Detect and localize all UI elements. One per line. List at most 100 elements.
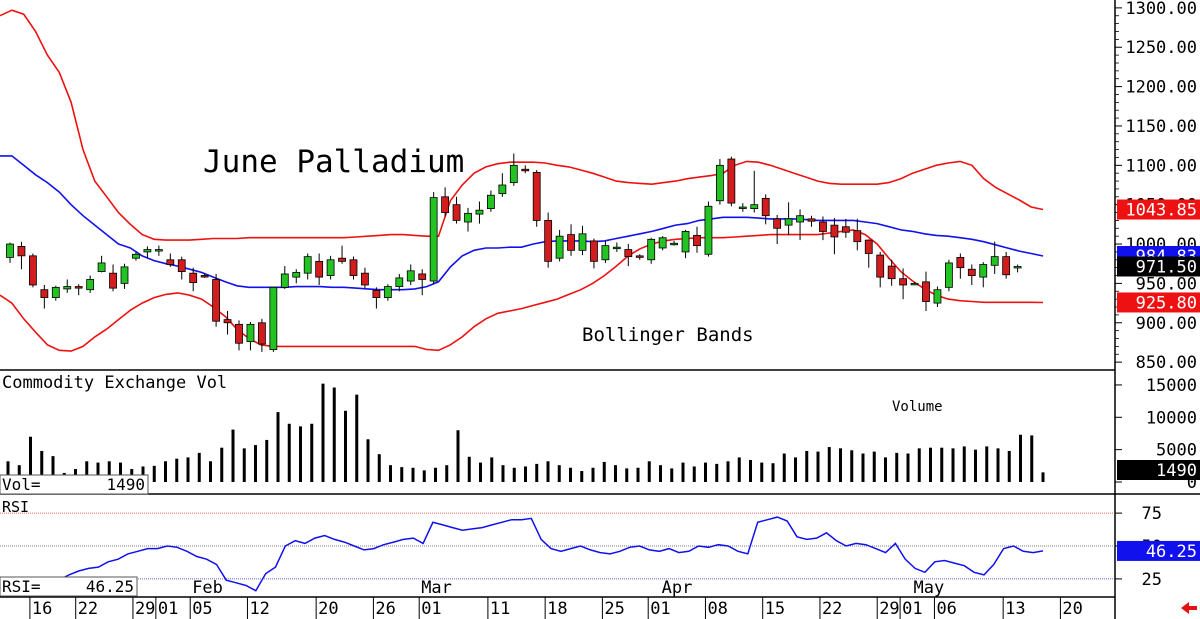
volume-bar: [164, 461, 167, 482]
candle-body: [853, 230, 862, 243]
candle-body: [601, 245, 610, 261]
candle-body: [750, 204, 759, 210]
volume-bar: [816, 451, 820, 482]
x-tick-label: 29: [135, 599, 155, 619]
x-tick-label: 20: [318, 599, 338, 619]
x-tick-label: 18: [547, 599, 567, 619]
volume-badge: [1117, 460, 1200, 480]
candle-body: [429, 197, 438, 282]
left-arrow-icon[interactable]: [1181, 602, 1197, 614]
candle: [166, 253, 175, 267]
price-badge-label: 925.80: [1136, 293, 1197, 313]
candle: [498, 173, 507, 197]
candle: [784, 202, 793, 236]
volume-bar: [400, 467, 404, 482]
volume-tick-label: 5000: [1156, 441, 1197, 461]
candle-body: [212, 279, 221, 322]
candle: [727, 156, 736, 207]
candle-body: [864, 239, 873, 254]
candle-body: [945, 262, 953, 288]
volume-bar: [96, 462, 100, 482]
candle-body: [143, 249, 152, 253]
candle: [441, 187, 450, 217]
volume-bar: [152, 465, 156, 482]
volume-bar: [107, 461, 111, 482]
volume-bar: [535, 463, 539, 482]
rsi-badge-label: 46.25: [1146, 542, 1197, 562]
candle: [590, 238, 598, 269]
candle-body: [361, 272, 369, 286]
x-tick-label: 08: [707, 599, 727, 619]
candle: [624, 244, 633, 267]
candle-body: [555, 235, 564, 259]
volume-panel: [6, 383, 1045, 482]
price-badge-label: 971.50: [1136, 257, 1197, 277]
candle: [63, 279, 72, 293]
candle-body: [109, 272, 117, 289]
volume-bar: [366, 439, 370, 482]
volume-bar: [119, 462, 122, 482]
candle-body: [624, 249, 633, 258]
candle: [670, 240, 678, 246]
volume-bar: [29, 436, 32, 482]
candle: [28, 253, 37, 288]
candle-body: [509, 164, 518, 184]
volume-bar: [737, 457, 741, 482]
candle: [796, 209, 804, 241]
candle-body: [807, 218, 816, 222]
price-tick-label: 850.00: [1136, 353, 1197, 373]
candle: [395, 273, 404, 292]
x-tick-label: 01: [421, 599, 441, 619]
volume-bar: [321, 383, 325, 482]
candle: [292, 269, 301, 284]
x-tick-label: 01: [902, 599, 922, 619]
volume-bar: [490, 457, 494, 482]
volume-bar: [422, 470, 426, 482]
price-tick-label: 1100.00: [1125, 156, 1197, 176]
volume-bar: [895, 452, 899, 482]
volume-bar: [456, 430, 460, 482]
volume-bar: [850, 450, 854, 482]
month-label: Apr: [662, 578, 693, 598]
volume-tick-label: 15000: [1146, 376, 1197, 396]
candle: [349, 256, 358, 280]
x-tick-label: 16: [32, 599, 52, 619]
x-tick-label: 12: [249, 599, 269, 619]
candle-body: [647, 238, 656, 261]
candle-body: [532, 172, 541, 221]
price-tick-label: 950.00: [1136, 274, 1197, 294]
volume-bar: [692, 466, 696, 482]
candle-body: [418, 273, 427, 280]
candle: [486, 190, 495, 212]
volume-bar: [231, 429, 235, 482]
volume-bar: [40, 450, 44, 482]
volume-bar: [962, 446, 966, 482]
candle-body: [578, 233, 587, 251]
candle: [933, 286, 942, 308]
candle-body: [887, 265, 896, 280]
candle-body: [235, 323, 243, 344]
lower-bollinger-band: [0, 229, 1044, 352]
candle-body: [452, 204, 461, 221]
candle: [452, 196, 461, 224]
candle-body: [693, 234, 701, 247]
candle-body: [97, 262, 106, 272]
volume-bar: [175, 458, 179, 482]
price-tick-label: 1250.00: [1125, 38, 1197, 58]
candle: [876, 251, 885, 288]
price-panel: [0, 9, 1044, 352]
volume-bar: [276, 412, 280, 482]
candle-body: [635, 255, 644, 258]
volume-bar: [839, 448, 842, 482]
candle-body: [177, 259, 186, 272]
candle: [464, 207, 472, 232]
candle-body: [154, 249, 163, 252]
x-tick-label: 05: [192, 599, 212, 619]
rsi-tick-label: 75: [1142, 504, 1162, 524]
candle: [97, 255, 106, 273]
candle: [143, 246, 152, 259]
upper-bollinger-band: [0, 9, 1044, 241]
candle: [372, 287, 381, 309]
x-tick-label: 01: [650, 599, 670, 619]
candle: [406, 264, 415, 285]
